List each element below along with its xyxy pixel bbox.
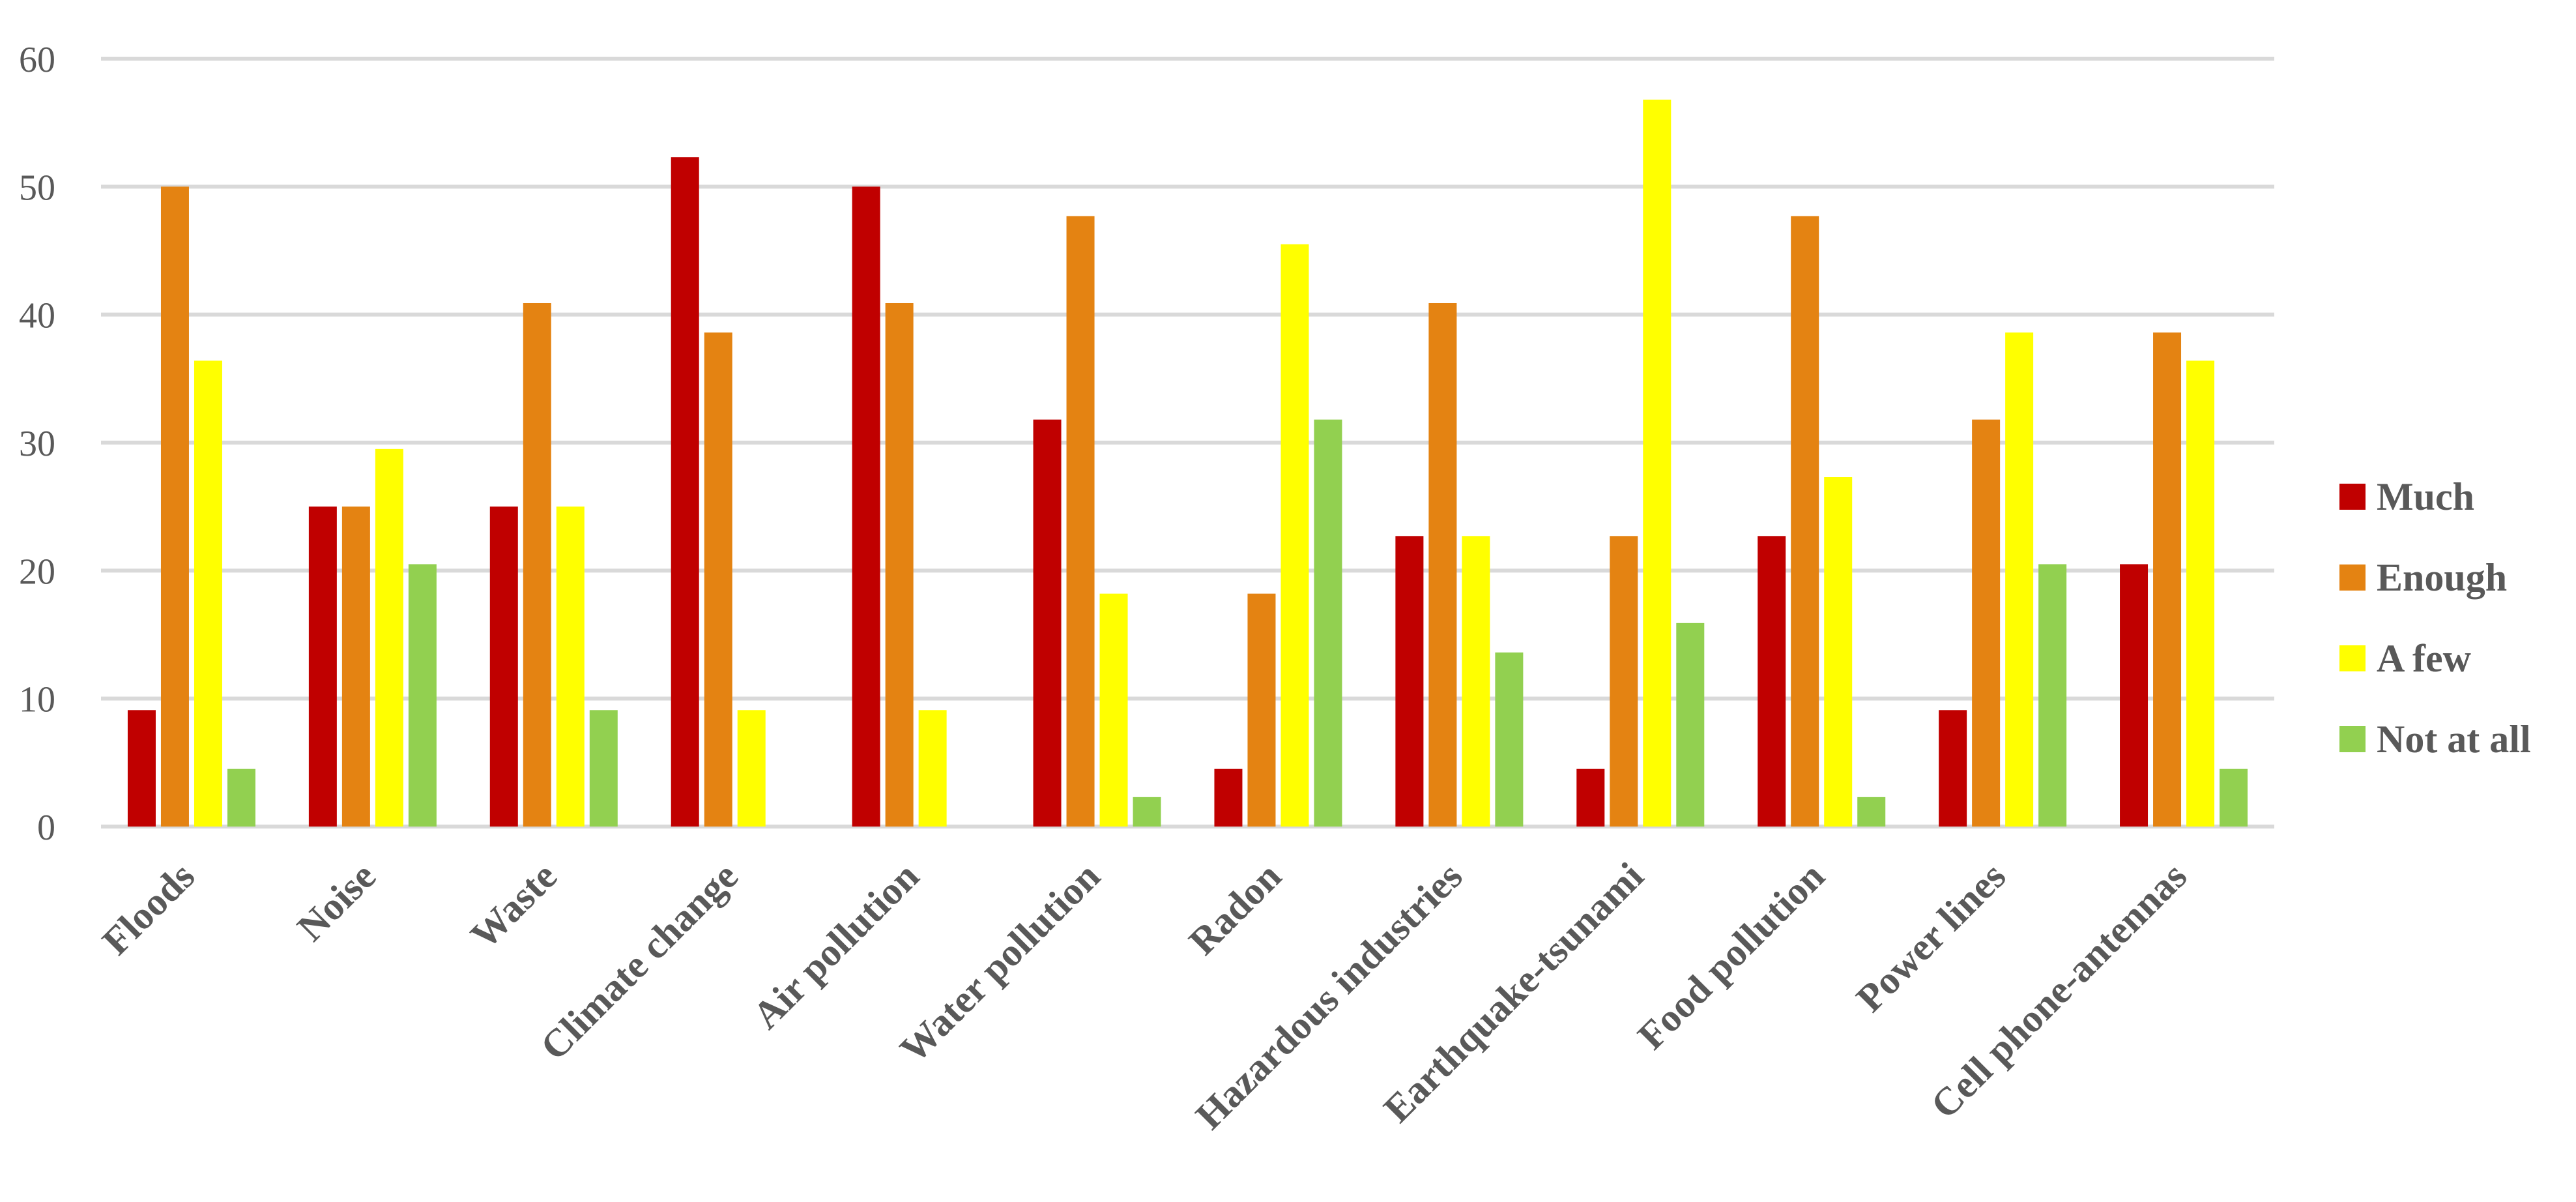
bar-a-few bbox=[2005, 332, 2034, 827]
bar-enough bbox=[1428, 302, 1457, 827]
bar-a-few bbox=[1099, 593, 1128, 827]
bar-much bbox=[1939, 710, 1967, 827]
bar-enough bbox=[1610, 536, 1638, 827]
bar-enough bbox=[2153, 332, 2182, 827]
x-tick-label: Food pollution bbox=[1629, 855, 1832, 1058]
bar-enough bbox=[1066, 216, 1095, 827]
bar-not-at-all bbox=[1676, 623, 1705, 827]
bar-much bbox=[671, 157, 699, 827]
bar-not-at-all bbox=[1133, 797, 1161, 827]
legend-swatch bbox=[2339, 726, 2366, 752]
bar-much bbox=[852, 186, 880, 827]
bar-much bbox=[1033, 419, 1062, 827]
bar-much bbox=[489, 506, 518, 827]
bar-not-at-all bbox=[589, 710, 618, 827]
bar-not-at-all bbox=[408, 564, 437, 827]
bar-much bbox=[1395, 536, 1424, 827]
gridlines bbox=[101, 57, 2274, 828]
bar-much bbox=[1758, 536, 1786, 827]
bar-much bbox=[308, 506, 337, 827]
y-tick-label: 10 bbox=[19, 680, 55, 720]
x-tick-label: Floods bbox=[94, 855, 203, 963]
bar-a-few bbox=[918, 710, 947, 827]
y-tick-label: 0 bbox=[37, 808, 55, 848]
bar-not-at-all bbox=[2038, 564, 2067, 827]
x-tick-label: Air pollution bbox=[744, 855, 927, 1037]
bar-not-at-all bbox=[1857, 797, 1886, 827]
bar-enough bbox=[704, 332, 732, 827]
bar-a-few bbox=[375, 448, 403, 827]
bar-enough bbox=[341, 506, 370, 827]
bar-much bbox=[1214, 769, 1243, 827]
bar-not-at-all bbox=[2220, 769, 2248, 827]
bar-a-few bbox=[556, 506, 585, 827]
bar-enough bbox=[885, 302, 914, 827]
x-tick-label: Climate change bbox=[532, 855, 746, 1068]
legend-swatch bbox=[2339, 564, 2366, 591]
bar-a-few bbox=[1462, 536, 1490, 827]
bar-not-at-all bbox=[1314, 419, 1342, 827]
bar-a-few bbox=[1824, 477, 1853, 827]
y-tick-label: 40 bbox=[19, 296, 55, 336]
bar-not-at-all bbox=[227, 769, 255, 827]
bar-enough bbox=[1972, 419, 2001, 827]
x-tick-label: Waste bbox=[463, 855, 565, 957]
bar-a-few bbox=[1643, 99, 1672, 827]
bar-a-few bbox=[194, 360, 222, 827]
bar-enough bbox=[1791, 216, 1819, 827]
bar-enough bbox=[523, 302, 551, 827]
bars bbox=[127, 99, 2248, 827]
legend-label: Enough bbox=[2377, 556, 2507, 599]
bar-a-few bbox=[737, 710, 766, 827]
bar-enough bbox=[1247, 593, 1276, 827]
legend: Much Enough A few Not at all bbox=[2339, 475, 2531, 761]
x-tick-label: Noise bbox=[289, 855, 384, 950]
legend-swatch bbox=[2339, 645, 2366, 671]
legend-label: Much bbox=[2377, 475, 2474, 518]
bar-enough bbox=[160, 186, 189, 827]
bar-much bbox=[127, 710, 156, 827]
bar-much bbox=[2120, 564, 2149, 827]
bar-a-few bbox=[1281, 244, 1309, 827]
bar-much bbox=[1576, 769, 1605, 827]
y-tick-label: 30 bbox=[19, 424, 55, 464]
y-tick-label: 60 bbox=[19, 40, 55, 80]
y-tick-label: 50 bbox=[19, 168, 55, 208]
x-tick-label: Radon bbox=[1181, 855, 1290, 963]
y-tick-label: 20 bbox=[19, 551, 55, 592]
y-axis-ticks: 0 10 20 30 40 50 60 bbox=[19, 40, 55, 848]
legend-swatch bbox=[2339, 484, 2366, 510]
bar-not-at-all bbox=[1495, 652, 1524, 827]
bar-a-few bbox=[2186, 360, 2215, 827]
x-tick-label: Power lines bbox=[1848, 855, 2014, 1020]
legend-label: Not at all bbox=[2377, 718, 2531, 761]
legend-label: A few bbox=[2377, 637, 2472, 680]
